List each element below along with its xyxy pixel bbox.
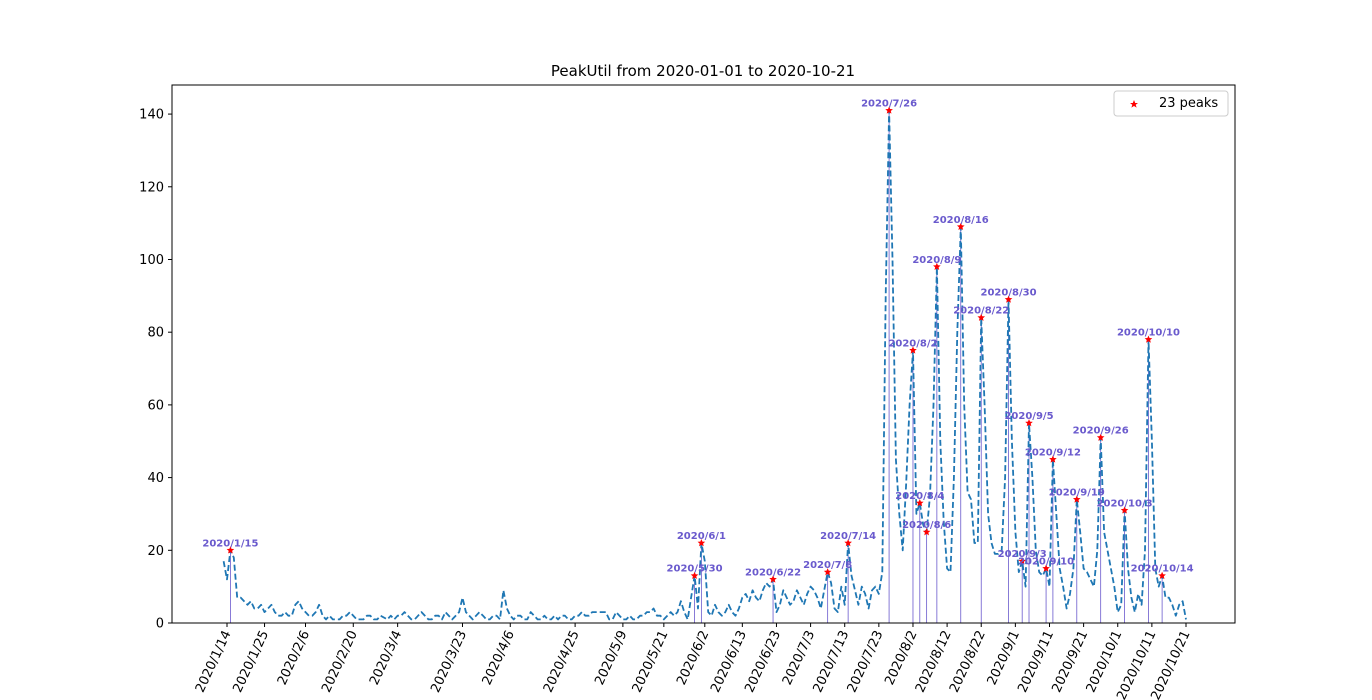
y-tick-label-2: 40 [147, 471, 164, 486]
y-axis: 0 20 40 60 80 100 120 140 [139, 108, 172, 632]
peak-marker-4 [823, 568, 832, 576]
legend: 23 peaks [1113, 90, 1229, 117]
x-tick-label-15: 2020/7/23 [845, 628, 887, 695]
peak-marker-12 [977, 313, 986, 321]
peak-label-12: 2020/8/22 [953, 306, 1009, 317]
peak-label-7: 2020/8/2 [888, 338, 937, 349]
peak-marker-18 [1072, 495, 1081, 503]
peak-marker-1 [690, 571, 699, 579]
chart-title: PeakUtil from 2020-01-01 to 2020-10-21 [551, 62, 855, 80]
x-tick-label-10: 2020/6/2 [674, 628, 712, 687]
peak-label-17: 2020/9/12 [1025, 447, 1081, 458]
peak-label-6: 2020/7/26 [861, 98, 917, 109]
peak-marker-9 [922, 528, 931, 536]
peak-marker-3 [769, 575, 777, 583]
peak-label-4: 2020/7/8 [803, 560, 852, 571]
peak-label-18: 2020/9/19 [1049, 487, 1105, 498]
plot-area: 2020/1/152020/5/302020/6/12020/6/222020/… [202, 98, 1194, 623]
peak-label-21: 2020/10/10 [1117, 327, 1180, 338]
legend-box [1113, 90, 1229, 117]
peak-marker-17 [1049, 455, 1057, 463]
peak-label-1: 2020/5/30 [667, 564, 723, 575]
peak-label-5: 2020/7/14 [820, 531, 876, 542]
peak-label-0: 2020/1/15 [202, 538, 258, 549]
peak-label-3: 2020/6/22 [745, 567, 801, 578]
peak-label-13: 2020/8/30 [981, 287, 1037, 298]
x-tick-label-8: 2020/5/9 [592, 628, 630, 687]
peak-label-9: 2020/8/6 [902, 520, 951, 531]
y-tick-label-4: 80 [147, 326, 164, 341]
x-tick-label-18: 2020/8/22 [947, 628, 989, 695]
peak-label-20: 2020/10/3 [1097, 498, 1153, 509]
peak-marker-0 [226, 546, 235, 554]
peak-marker-6 [885, 106, 893, 114]
peak-marker-21 [1144, 335, 1153, 343]
x-tick-label-7: 2020/4/25 [541, 628, 583, 695]
legend-peak-marker [1130, 100, 1138, 108]
x-tick-label-6: 2020/4/6 [480, 628, 518, 687]
x-tick-label-4: 2020/3/4 [367, 628, 405, 687]
y-tick-label-0: 0 [156, 617, 164, 632]
peak-label-14: 2020/9/3 [998, 549, 1047, 560]
peak-marker-14 [1018, 557, 1026, 565]
peak-marker-20 [1120, 506, 1129, 514]
x-tick-label-13: 2020/7/3 [780, 628, 818, 687]
peak-label-2: 2020/6/1 [677, 531, 726, 542]
y-tick-label-5: 100 [139, 253, 164, 268]
peak-marker-2 [697, 539, 706, 547]
y-tick-label-1: 20 [147, 544, 164, 559]
y-tick-label-7: 140 [139, 108, 164, 123]
peak-marker-15 [1025, 419, 1033, 427]
axes-frame [171, 84, 1236, 624]
peak-label-22: 2020/10/14 [1131, 564, 1194, 575]
peak-label-8: 2020/8/4 [895, 491, 944, 502]
x-tick-label-19: 2020/9/1 [985, 628, 1023, 687]
peak-marker-8 [916, 499, 924, 507]
peak-marker-11 [956, 222, 965, 231]
x-tick-label-5: 2020/3/23 [428, 628, 470, 695]
peak-marker-7 [909, 346, 917, 354]
x-tick-label-16: 2020/8/2 [882, 628, 920, 687]
y-tick-label-3: 60 [147, 398, 164, 413]
peak-marker-5 [844, 539, 852, 547]
x-tick-label-1: 2020/1/25 [230, 628, 272, 695]
x-tick-label-2: 2020/2/6 [275, 628, 313, 687]
peak-label-10: 2020/8/9 [912, 255, 961, 266]
peak-marker-13 [1004, 295, 1013, 303]
peak-marker-19 [1096, 433, 1105, 441]
peak-marker-22 [1158, 571, 1166, 579]
peak-marker-10 [933, 262, 941, 270]
x-tick-label-3: 2020/2/20 [319, 628, 361, 695]
peak-label-16: 2020/9/10 [1018, 556, 1074, 567]
peak-label-19: 2020/9/26 [1073, 426, 1129, 437]
y-tick-label-6: 120 [139, 180, 164, 195]
peak-label-11: 2020/8/16 [933, 215, 989, 226]
series-line-0 [222, 109, 1187, 621]
peak-marker-16 [1042, 564, 1050, 572]
x-tick-label-9: 2020/5/21 [630, 628, 672, 695]
x-tick-label-12: 2020/6/23 [742, 628, 784, 695]
legend-label: 23 peaks [1159, 96, 1218, 111]
x-tick-label-0: 2020/1/14 [193, 628, 235, 695]
peak-label-15: 2020/9/5 [1004, 411, 1053, 422]
